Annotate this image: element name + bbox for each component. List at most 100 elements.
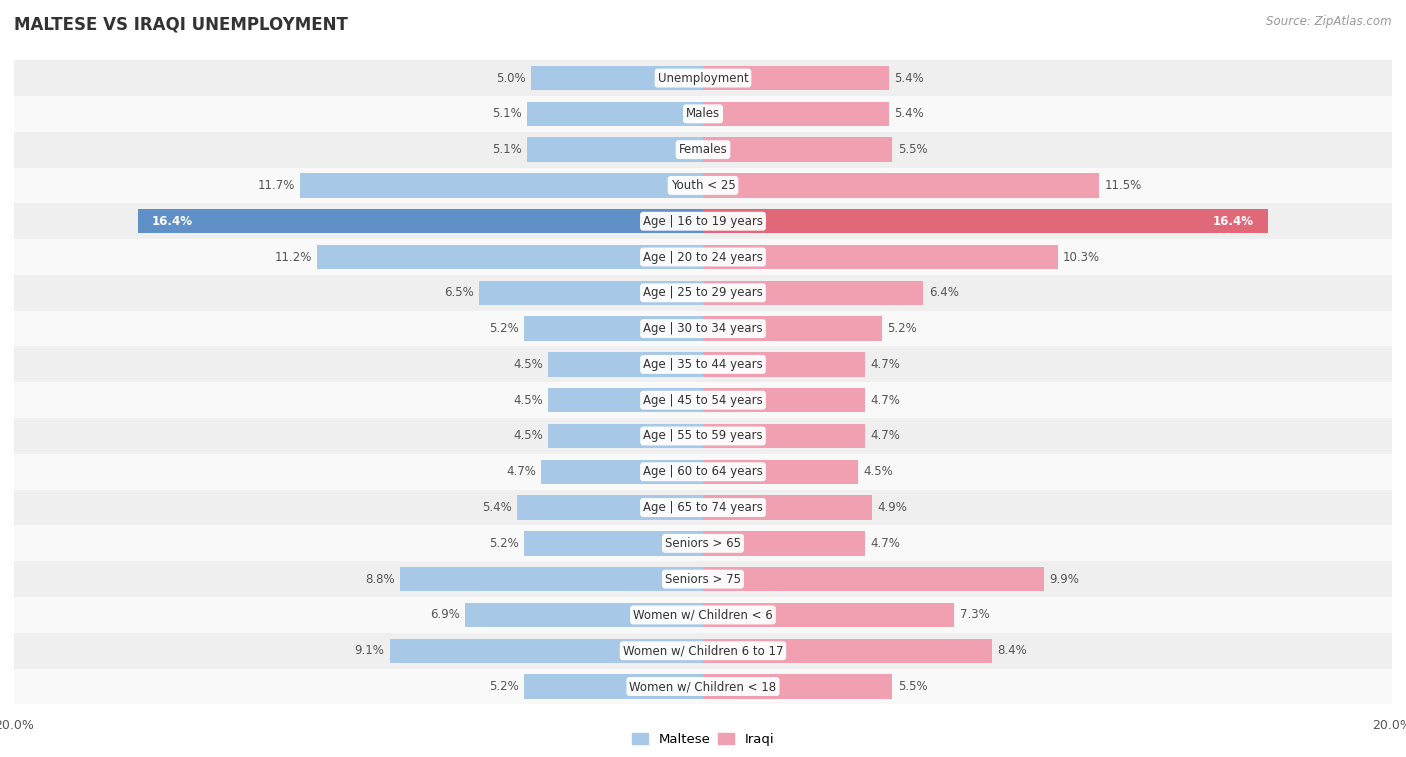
Bar (524, 531, 703, 556)
Text: 5.5%: 5.5% (897, 143, 927, 156)
Text: Source: ZipAtlas.com: Source: ZipAtlas.com (1267, 15, 1392, 28)
Bar (14, 454, 1392, 490)
Bar (703, 495, 872, 520)
Bar (14, 347, 1392, 382)
Text: 4.7%: 4.7% (506, 466, 536, 478)
Bar (399, 567, 703, 591)
Bar (527, 138, 703, 162)
Text: Women w/ Children 6 to 17: Women w/ Children 6 to 17 (623, 644, 783, 657)
Text: 11.5%: 11.5% (1104, 179, 1142, 192)
Text: Age | 45 to 54 years: Age | 45 to 54 years (643, 394, 763, 407)
Text: Age | 55 to 59 years: Age | 55 to 59 years (643, 429, 763, 443)
Text: Age | 60 to 64 years: Age | 60 to 64 years (643, 466, 763, 478)
Bar (531, 66, 703, 90)
Text: 5.4%: 5.4% (894, 72, 924, 85)
Text: 9.1%: 9.1% (354, 644, 384, 657)
Bar (548, 424, 703, 448)
Bar (138, 209, 703, 233)
Text: 16.4%: 16.4% (1213, 215, 1254, 228)
Text: 9.9%: 9.9% (1049, 572, 1078, 586)
Text: Males: Males (686, 107, 720, 120)
Text: 11.7%: 11.7% (257, 179, 295, 192)
Bar (14, 490, 1392, 525)
Bar (14, 239, 1392, 275)
Bar (703, 281, 924, 305)
Text: 5.2%: 5.2% (489, 322, 519, 335)
Bar (14, 204, 1392, 239)
Bar (703, 101, 889, 126)
Bar (703, 674, 893, 699)
Text: 6.9%: 6.9% (430, 609, 460, 621)
Bar (14, 561, 1392, 597)
Text: Age | 35 to 44 years: Age | 35 to 44 years (643, 358, 763, 371)
Text: Age | 25 to 29 years: Age | 25 to 29 years (643, 286, 763, 299)
Text: 5.2%: 5.2% (489, 680, 519, 693)
Bar (703, 567, 1045, 591)
Text: 4.5%: 4.5% (513, 358, 543, 371)
Text: 4.7%: 4.7% (870, 394, 900, 407)
Bar (703, 245, 1057, 269)
Text: 6.4%: 6.4% (928, 286, 959, 299)
Text: 4.7%: 4.7% (870, 429, 900, 443)
Text: 5.2%: 5.2% (489, 537, 519, 550)
Bar (703, 66, 889, 90)
Bar (703, 531, 865, 556)
Bar (14, 310, 1392, 347)
Bar (524, 316, 703, 341)
Text: 7.3%: 7.3% (960, 609, 990, 621)
Text: 5.5%: 5.5% (897, 680, 927, 693)
Bar (14, 597, 1392, 633)
Legend: Maltese, Iraqi: Maltese, Iraqi (627, 727, 779, 751)
Bar (541, 459, 703, 484)
Text: 5.4%: 5.4% (894, 107, 924, 120)
Text: 4.5%: 4.5% (513, 394, 543, 407)
Text: Women w/ Children < 18: Women w/ Children < 18 (630, 680, 776, 693)
Text: Age | 16 to 19 years: Age | 16 to 19 years (643, 215, 763, 228)
Text: 4.7%: 4.7% (870, 358, 900, 371)
Text: 5.1%: 5.1% (492, 107, 522, 120)
Text: 4.5%: 4.5% (863, 466, 893, 478)
Text: Seniors > 75: Seniors > 75 (665, 572, 741, 586)
Text: MALTESE VS IRAQI UNEMPLOYMENT: MALTESE VS IRAQI UNEMPLOYMENT (14, 15, 347, 33)
Bar (524, 674, 703, 699)
Text: 5.2%: 5.2% (887, 322, 917, 335)
Bar (479, 281, 703, 305)
Text: 5.1%: 5.1% (492, 143, 522, 156)
Bar (703, 388, 865, 413)
Bar (14, 418, 1392, 454)
Text: 4.9%: 4.9% (877, 501, 907, 514)
Text: 10.3%: 10.3% (1063, 251, 1099, 263)
Text: 4.5%: 4.5% (513, 429, 543, 443)
Bar (14, 132, 1392, 167)
Bar (703, 603, 955, 627)
Bar (517, 495, 703, 520)
Bar (703, 138, 893, 162)
Bar (703, 639, 993, 663)
Text: Females: Females (679, 143, 727, 156)
Bar (299, 173, 703, 198)
Bar (14, 382, 1392, 418)
Bar (14, 633, 1392, 668)
Text: Youth < 25: Youth < 25 (671, 179, 735, 192)
Text: 8.8%: 8.8% (366, 572, 395, 586)
Text: 16.4%: 16.4% (152, 215, 193, 228)
Bar (703, 316, 882, 341)
Text: 8.4%: 8.4% (997, 644, 1028, 657)
Bar (389, 639, 703, 663)
Bar (703, 352, 865, 376)
Text: Age | 30 to 34 years: Age | 30 to 34 years (643, 322, 763, 335)
Text: 11.2%: 11.2% (274, 251, 312, 263)
Text: Women w/ Children < 6: Women w/ Children < 6 (633, 609, 773, 621)
Text: 5.0%: 5.0% (496, 72, 526, 85)
Bar (703, 173, 1099, 198)
Bar (703, 424, 865, 448)
Text: Unemployment: Unemployment (658, 72, 748, 85)
Bar (14, 60, 1392, 96)
Text: 4.7%: 4.7% (870, 537, 900, 550)
Bar (14, 668, 1392, 705)
Bar (14, 525, 1392, 561)
Bar (703, 209, 1268, 233)
Bar (14, 167, 1392, 204)
Bar (527, 101, 703, 126)
Bar (318, 245, 703, 269)
